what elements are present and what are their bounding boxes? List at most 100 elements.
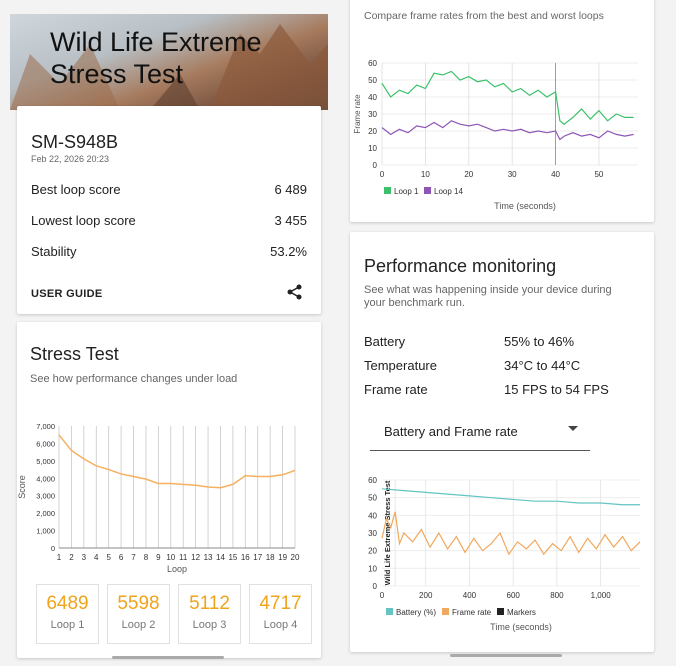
stat-value: 3 455 — [274, 213, 307, 228]
x-tick-label: 2 — [69, 553, 74, 562]
stress-test-title: Stress Test — [30, 344, 119, 364]
x-tick-label: 1,000 — [591, 591, 612, 600]
device-model: SM-S948B — [31, 132, 119, 152]
x-tick-label: 50 — [594, 170, 603, 179]
scroll-handle[interactable] — [450, 654, 562, 657]
y-tick-label: 30 — [368, 529, 377, 538]
x-tick-label: 0 — [380, 170, 385, 179]
y-tick-label: 60 — [368, 59, 377, 68]
score-series-line — [58, 434, 296, 489]
legend-swatch — [442, 608, 449, 615]
y-tick-label: 60 — [368, 476, 377, 485]
stat-row-stability: Stability 53.2% — [31, 244, 307, 259]
stat-value: 6 489 — [274, 182, 307, 197]
y-tick-label: 6,000 — [36, 439, 55, 448]
x-tick-label: 14 — [216, 553, 225, 562]
loop-label: Loop 4 — [263, 619, 298, 631]
x-tick-label: 20 — [291, 553, 300, 562]
perf-value: 34°C to 44°C — [504, 358, 581, 373]
loop-label: Loop 3 — [192, 619, 227, 631]
hero-banner-image: Wild Life Extreme Stress Test — [10, 14, 328, 110]
stress-test-subtitle: See how performance changes under load — [30, 373, 238, 385]
scroll-handle[interactable] — [112, 656, 224, 659]
dropdown-arrow-icon — [568, 426, 578, 431]
dropdown-selected: Battery and Frame rate — [384, 424, 518, 439]
x-tick-label: 12 — [191, 553, 200, 562]
y-tick-label: 10 — [368, 564, 377, 573]
perf-row-frame-rate: Frame rate 15 FPS to 54 FPS — [364, 382, 609, 397]
legend-label: Battery (%) — [396, 608, 436, 617]
perf-label: Frame rate — [364, 382, 428, 397]
frame-rate-subtitle: Compare frame rates from the best and wo… — [364, 10, 604, 22]
loop-score: 5112 — [189, 593, 230, 614]
perf-row-battery: Battery 55% to 46% — [364, 334, 574, 349]
x-tick-label: 0 — [380, 591, 385, 600]
y-tick-label: 7,000 — [36, 422, 55, 431]
stat-row-best: Best loop score 6 489 — [31, 182, 307, 197]
hero-title-line-1: Wild Life Extreme — [50, 27, 262, 57]
score-chart: 1 2 3 4 5 6 7 8 9 10 11 12 13 14 15 16 17 18 19 2001,0002,0… — [17, 422, 300, 574]
loop-score: 4717 — [259, 593, 302, 614]
performance-subtitle-line: your benchmark run. — [364, 297, 465, 309]
x-tick-label: 10 — [166, 553, 175, 562]
hero-art — [10, 24, 328, 110]
x-tick-label: 200 — [419, 591, 433, 600]
x-axis-label: Time (seconds) — [494, 201, 556, 211]
y-tick-label: 0 — [51, 544, 55, 553]
x-tick-label: 40 — [551, 170, 560, 179]
performance-subtitle: See what was happening inside your devic… — [364, 284, 612, 310]
x-tick-label: 1 — [57, 553, 62, 562]
share-icon[interactable] — [287, 284, 303, 300]
y-tick-label: 2,000 — [36, 509, 55, 518]
y-tick-label: 50 — [368, 76, 377, 85]
legend-swatch — [497, 608, 504, 615]
y-tick-label: 20 — [368, 547, 377, 556]
x-tick-label: 11 — [179, 553, 188, 562]
y-axis-label: Frame rate — [353, 94, 362, 134]
x-tick-label: 7 — [131, 553, 136, 562]
y-tick-label: 40 — [368, 511, 377, 520]
y-tick-label: 40 — [368, 93, 377, 102]
x-tick-label: 6 — [119, 553, 124, 562]
y-tick-label: 50 — [368, 494, 377, 503]
legend-label: Markers — [507, 608, 536, 617]
x-tick-label: 19 — [278, 553, 287, 562]
stat-value: 53.2% — [270, 244, 307, 259]
y-tick-label: 5,000 — [36, 457, 55, 466]
x-tick-label: 800 — [550, 591, 564, 600]
stat-row-lowest: Lowest loop score 3 455 — [31, 213, 307, 228]
y-tick-label: 0 — [373, 582, 378, 591]
x-tick-label: 15 — [228, 553, 237, 562]
device-summary-card: SM-S948B Feb 22, 2026 20:23 Best loop sc… — [17, 106, 321, 314]
loop-score-box: 5112 Loop 3 — [178, 584, 241, 644]
perf-row-temperature: Temperature 34°C to 44°C — [364, 358, 580, 373]
user-guide-link[interactable]: USER GUIDE — [31, 288, 103, 300]
frame-rate-chart: 0 10 20 30 40 50 0 10 20 30 40 50 60 Frame rate Loop 1… — [353, 59, 638, 211]
x-axis-label: Time (seconds) — [490, 622, 552, 632]
x-tick-label: 4 — [94, 553, 99, 562]
stat-label: Lowest loop score — [31, 213, 136, 228]
hero-title-line-2: Stress Test — [50, 59, 184, 89]
legend-label: Frame rate — [452, 608, 492, 617]
y-tick-label: 0 — [373, 161, 378, 170]
x-tick-label: 5 — [106, 553, 111, 562]
series-line-battery — [381, 488, 640, 506]
chart-metric-dropdown[interactable]: Battery and Frame rate — [370, 414, 590, 451]
legend-swatch — [424, 187, 431, 194]
legend-swatch — [386, 608, 393, 615]
loop-score: 6489 — [46, 593, 89, 614]
series-line-loop-1 — [381, 70, 634, 125]
loop-score-box: 5598 Loop 2 — [107, 584, 170, 644]
perf-label: Battery — [364, 334, 406, 349]
loop-score-box: 6489 Loop 1 — [36, 584, 99, 644]
y-tick-label: 30 — [368, 110, 377, 119]
legend-swatch — [384, 187, 391, 194]
perf-label: Temperature — [364, 358, 437, 373]
legend-label: Loop 1 — [394, 187, 419, 196]
y-tick-label: 3,000 — [36, 492, 55, 501]
x-tick-label: 8 — [144, 553, 149, 562]
y-tick-label: 20 — [368, 127, 377, 136]
x-tick-label: 16 — [241, 553, 250, 562]
hero-title: Wild Life Extreme Stress Test — [50, 26, 262, 90]
x-tick-label: 600 — [507, 591, 521, 600]
